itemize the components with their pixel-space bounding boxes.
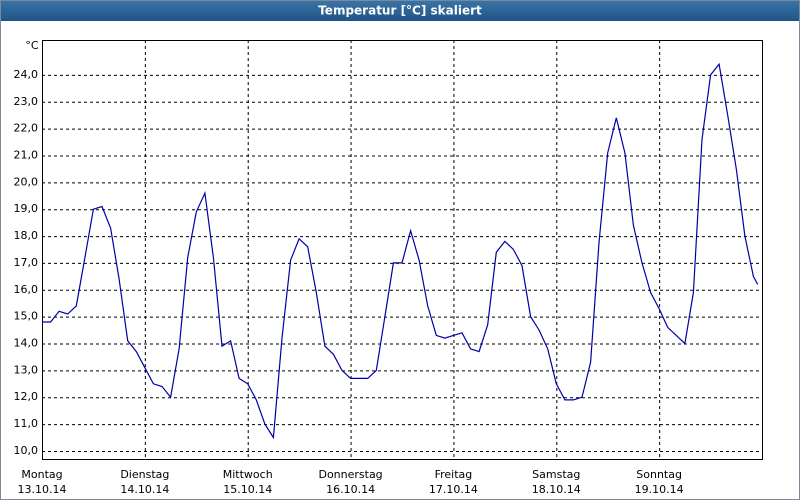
y-unit: °C: [25, 39, 39, 52]
x-tick-label: Mittwoch: [223, 468, 273, 481]
x-tick-date: 19.10.14: [635, 483, 684, 496]
y-tick-label: 14,0: [14, 337, 39, 350]
y-tick-label: 19,0: [14, 202, 39, 215]
plot-area: [42, 40, 762, 459]
y-tick-label: 24,0: [14, 68, 39, 81]
x-tick-label: Sonntag: [636, 468, 682, 481]
x-tick-label: Donnerstag: [318, 468, 382, 481]
x-tick-label: Dienstag: [120, 468, 169, 481]
x-tick-date: 15.10.14: [223, 483, 272, 496]
x-tick-date: 17.10.14: [429, 483, 478, 496]
x-tick-date: 13.10.14: [18, 483, 67, 496]
y-tick-label: 23,0: [14, 95, 39, 108]
data-line: [42, 62, 759, 440]
x-tick-date: 18.10.14: [532, 483, 581, 496]
y-tick-label: 17,0: [14, 256, 39, 269]
x-tick-date: 14.10.14: [120, 483, 169, 496]
y-tick-label: 16,0: [14, 283, 39, 296]
y-tick-label: 22,0: [14, 122, 39, 135]
x-tick-label: Freitag: [435, 468, 473, 481]
y-tick-label: 15,0: [14, 310, 39, 323]
y-tick-label: 10,0: [14, 444, 39, 457]
chart-title: Temperatur [°C] skaliert: [318, 4, 482, 18]
y-tick-label: 11,0: [14, 417, 39, 430]
plot-border: [42, 40, 763, 460]
title-bar: [1, 1, 799, 21]
x-tick-label: Montag: [21, 468, 62, 481]
x-tick-date: 16.10.14: [326, 483, 375, 496]
y-tick-label: 21,0: [14, 148, 39, 161]
y-tick-label: 13,0: [14, 363, 39, 376]
y-tick-label: 18,0: [14, 229, 39, 242]
y-tick-label: 20,0: [14, 175, 39, 188]
y-tick-label: 12,0: [14, 390, 39, 403]
x-tick-label: Samstag: [532, 468, 580, 481]
